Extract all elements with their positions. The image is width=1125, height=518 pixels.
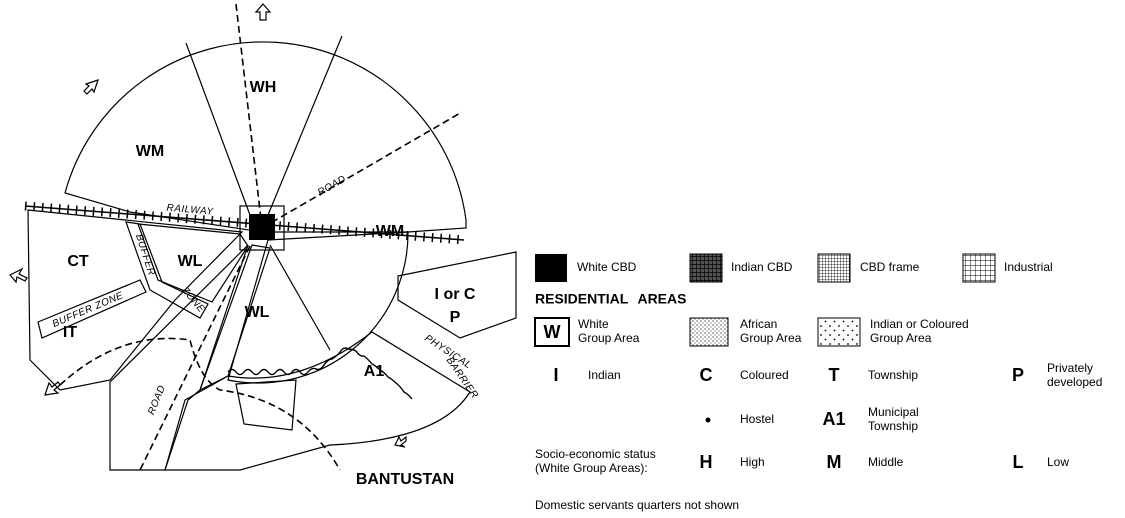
legend-label: Group Area — [740, 331, 802, 345]
annotation: ROAD — [316, 174, 348, 199]
white-outer — [64, 41, 467, 233]
legend-label: Group Area — [870, 331, 932, 345]
zone-label: WL — [245, 304, 270, 321]
map: WH WM WM WL WL CT IT I or C P A1 BANTUST… — [9, 3, 517, 488]
legend-note: Domestic servants quarters not shown — [535, 498, 739, 512]
road — [59, 337, 341, 471]
legend-label: Municipal — [868, 405, 919, 419]
legend-symbol: H — [700, 452, 713, 472]
zone-label: P — [450, 309, 461, 326]
hostel-dot — [705, 417, 711, 423]
legend: White CBD Indian CBD CBD frame Industria… — [534, 253, 1102, 512]
zone-label: I or C — [435, 286, 476, 303]
legend-label: Group Area — [578, 331, 640, 345]
legend-symbol: W — [544, 322, 561, 342]
annotation: RAILWAY — [166, 203, 215, 218]
swatch — [689, 253, 723, 283]
industrial-wedge — [198, 244, 271, 392]
swatch — [817, 253, 851, 283]
physical-barrier — [227, 347, 413, 400]
legend-heading: RESIDENTIAL AREAS — [535, 291, 686, 307]
legend-label: (White Group Areas): — [535, 461, 648, 475]
annotation: ROAD — [146, 384, 168, 417]
road — [235, 3, 263, 229]
buffer-strip — [37, 279, 147, 339]
legend-symbol: I — [553, 365, 558, 385]
zone-label: WL — [178, 253, 203, 270]
legend-label: High — [740, 455, 765, 469]
legend-label: Middle — [868, 455, 904, 469]
swatch — [689, 317, 729, 347]
white-inner-west — [137, 223, 249, 303]
legend-label: Low — [1047, 455, 1069, 469]
legend-symbol: P — [1012, 365, 1024, 385]
zone-label: WH — [250, 79, 277, 96]
legend-label: Indian or Coloured — [870, 317, 969, 331]
road — [261, 111, 463, 229]
railway-ticks — [24, 201, 465, 245]
buffer-strip — [125, 221, 209, 319]
legend-symbol: L — [1013, 452, 1024, 472]
legend-symbol: M — [827, 452, 842, 472]
legend-label: developed — [1047, 375, 1102, 389]
indian-coloured-area — [27, 209, 244, 391]
legend-label: Privately — [1047, 361, 1093, 375]
sector-line — [185, 42, 251, 216]
arrow — [44, 381, 61, 396]
legend-label: African — [740, 317, 777, 331]
legend-label: Indian — [588, 368, 621, 382]
legend-label: Socio-economic status — [535, 447, 656, 461]
legend-label: Hostel — [740, 412, 774, 426]
road — [139, 245, 251, 471]
hostel-area — [235, 379, 297, 431]
legend-symbol: C — [700, 365, 713, 385]
zone-label: WM — [136, 143, 164, 160]
sector-line — [269, 244, 331, 351]
legend-label: White CBD — [577, 260, 637, 274]
swatch — [962, 253, 996, 283]
legend-label: CBD frame — [860, 260, 920, 274]
arrow — [394, 435, 407, 448]
african-area — [164, 331, 471, 471]
zone-label: BANTUSTAN — [356, 471, 454, 488]
zone-label: WM — [376, 223, 404, 240]
arrow — [254, 3, 272, 21]
legend-label: Township — [868, 419, 918, 433]
sector-line — [267, 35, 343, 216]
legend-label: Industrial — [1004, 260, 1053, 274]
zone-label: IT — [63, 324, 77, 341]
indian-coloured-private — [397, 251, 517, 339]
arrow — [9, 267, 28, 284]
swatch — [534, 317, 570, 347]
legend-label: Indian CBD — [731, 260, 793, 274]
annotation: BUFFER ZONE — [51, 290, 125, 330]
annotation: BUFFER — [133, 233, 157, 277]
swatch — [817, 317, 861, 347]
white-inner — [227, 231, 409, 384]
legend-symbol: A1 — [822, 409, 845, 429]
zone-label: CT — [67, 253, 89, 270]
zone-label: A1 — [364, 363, 385, 380]
cbd-frame — [239, 205, 285, 251]
swatch — [535, 254, 567, 282]
arrow — [83, 79, 99, 95]
legend-label: Coloured — [740, 368, 789, 382]
legend-label: White — [578, 317, 609, 331]
legend-symbol: T — [829, 365, 840, 385]
legend-label: Township — [868, 368, 918, 382]
